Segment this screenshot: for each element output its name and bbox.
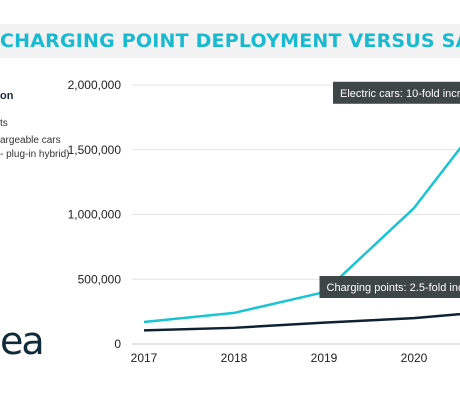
y-tick-label: 0 — [114, 337, 121, 351]
annotation-box — [333, 81, 460, 104]
legend-title: on — [0, 90, 14, 102]
y-tick-label: 1,000,000 — [68, 208, 122, 222]
annotation-box — [319, 276, 460, 299]
chart-title: CHARGING POINT DEPLOYMENT VERSUS SALES O… — [0, 30, 460, 52]
x-tick-label: 2019 — [311, 351, 338, 365]
y-tick-label: 2,000,000 — [68, 78, 122, 92]
legend-item-cars: argeable cars — [0, 135, 61, 146]
series-line-charging-points — [143, 312, 460, 332]
annotation-text: Electric cars: 10-fold increase — [340, 88, 460, 100]
y-tick-label: 1,500,000 — [68, 143, 122, 157]
x-tick-label: 2018 — [221, 351, 248, 365]
x-tick-label: 2017 — [131, 351, 158, 365]
legend-item-charging: ts — [0, 118, 8, 129]
annotation-text: Charging points: 2.5-fold increase — [327, 282, 460, 294]
x-tick-label: 2020 — [401, 351, 428, 365]
y-tick-label: 500,000 — [78, 272, 122, 286]
annotation-label: Electric cars: 10-fold increase — [333, 81, 460, 104]
annotation-label: Charging points: 2.5-fold increase — [319, 276, 460, 299]
logo: ea — [0, 319, 45, 363]
legend-item-cars-note: - plug-in hybrid) — [0, 149, 70, 160]
title-band: CHARGING POINT DEPLOYMENT VERSUS SALES O… — [0, 24, 460, 58]
